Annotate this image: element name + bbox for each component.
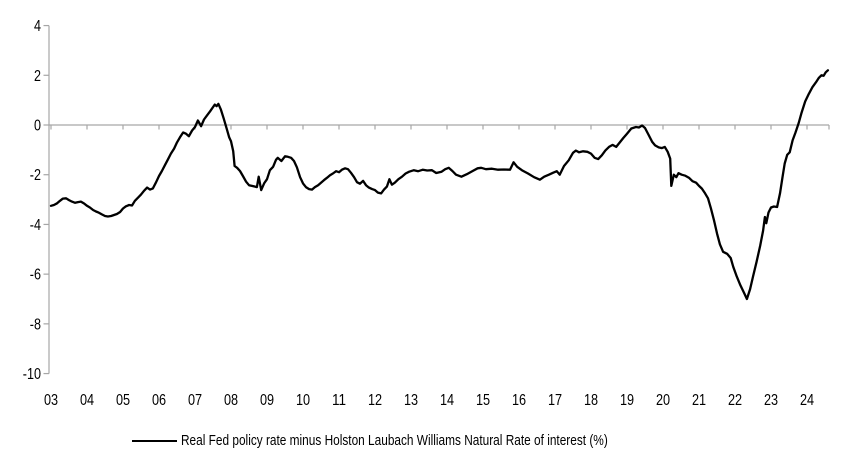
y-tick-label: -10 <box>23 366 41 383</box>
y-tick-label: 2 <box>34 68 41 85</box>
x-tick-label: 18 <box>584 392 598 409</box>
x-tick-label: 16 <box>512 392 526 409</box>
x-tick-label: 12 <box>368 392 382 409</box>
x-tick-label: 03 <box>44 392 58 409</box>
x-tick-label: 10 <box>296 392 310 409</box>
series-line <box>49 69 830 301</box>
x-tick-label: 21 <box>692 392 706 409</box>
y-tick-label: -4 <box>30 217 41 234</box>
x-tick-label: 22 <box>728 392 742 409</box>
x-tick-label: 17 <box>548 392 562 409</box>
y-tick-label: 4 <box>34 18 41 35</box>
x-tick-label: 06 <box>152 392 166 409</box>
y-tick-label: 0 <box>34 118 41 135</box>
legend-line-swatch <box>132 439 177 442</box>
y-tick-label: -2 <box>30 167 41 184</box>
legend: Real Fed policy rate minus Holston Lauba… <box>132 432 721 449</box>
x-tick-label: 20 <box>656 392 670 409</box>
x-tick-label: 04 <box>80 392 94 409</box>
legend-label: Real Fed policy rate minus Holston Lauba… <box>181 432 608 449</box>
x-tick-label: 05 <box>116 392 130 409</box>
x-tick-label: 08 <box>224 392 238 409</box>
x-tick-label: 24 <box>800 392 814 409</box>
x-tick-label: 11 <box>332 392 346 409</box>
x-tick-label: 13 <box>404 392 418 409</box>
x-tick-label: 09 <box>260 392 274 409</box>
x-tick-label: 19 <box>620 392 634 409</box>
x-tick-label: 15 <box>476 392 490 409</box>
x-tick-label: 14 <box>440 392 454 409</box>
x-tick-label: 23 <box>764 392 778 409</box>
y-tick-label: -6 <box>30 267 41 284</box>
y-tick-label: -8 <box>30 316 41 333</box>
x-tick-label: 07 <box>188 392 202 409</box>
